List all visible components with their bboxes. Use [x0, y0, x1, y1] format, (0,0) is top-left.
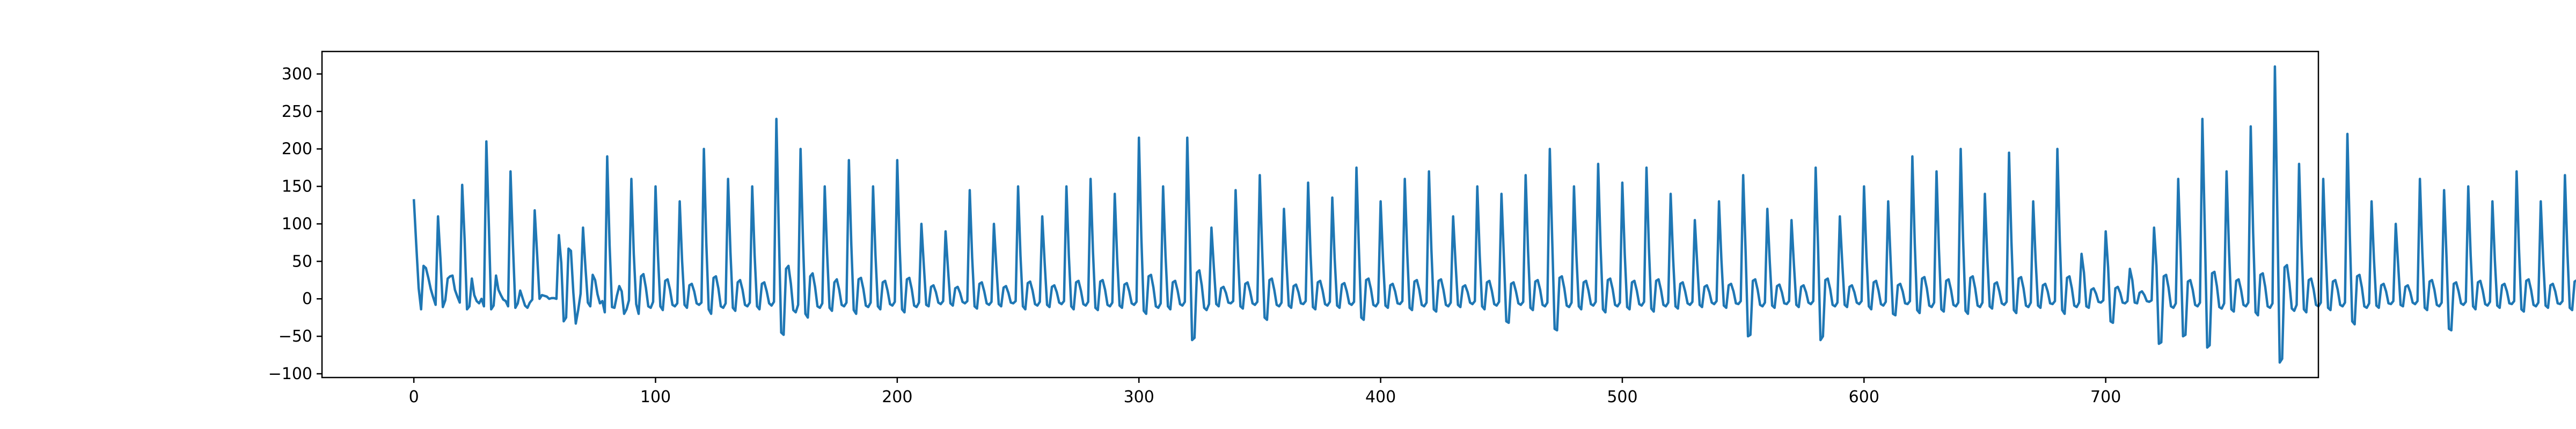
x-tick-label: 400	[1365, 388, 1396, 406]
y-tick-label: 300	[282, 65, 312, 84]
y-tick-label: 50	[292, 252, 312, 271]
plot-background	[322, 51, 2318, 378]
y-tick-label: 100	[282, 214, 312, 233]
y-tick-label: −50	[279, 327, 312, 346]
series-line-0	[412, 65, 2576, 364]
x-tick-label: 100	[640, 388, 671, 406]
x-tick-label: 300	[1124, 388, 1154, 406]
y-tick-label: 250	[282, 102, 312, 121]
plot-frame	[321, 50, 2319, 379]
y-tick-label: −100	[268, 365, 312, 383]
y-tick-label: 0	[302, 290, 312, 308]
y-tick-label: 200	[282, 140, 312, 159]
x-tick-label: 500	[1607, 388, 1637, 406]
x-tick-label: 700	[2090, 388, 2121, 406]
x-tick-label: 0	[409, 388, 419, 406]
x-tick-label: 600	[1849, 388, 1879, 406]
y-axis: −100 −50 0 50 100 150 200 250 300	[268, 65, 322, 383]
x-axis: 0 100 200 300 400 500 600 700	[409, 378, 2121, 406]
y-tick-label: 150	[282, 177, 312, 196]
x-tick-label: 200	[882, 388, 912, 406]
series-layer	[412, 65, 2576, 364]
